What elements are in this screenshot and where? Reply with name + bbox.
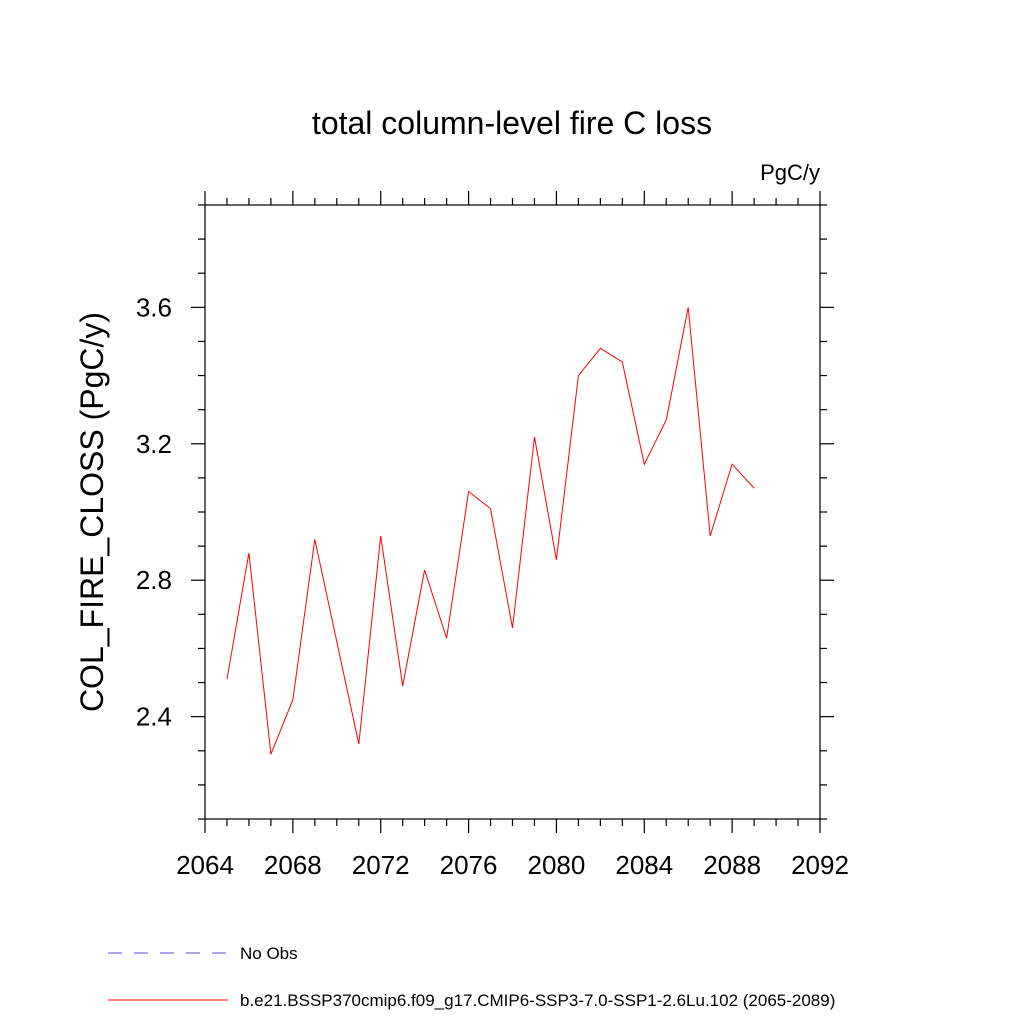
y-tick-label: 3.6 [136,292,172,322]
x-tick-label: 2080 [528,850,586,880]
y-tick-label: 3.2 [136,429,172,459]
series-group [226,307,755,755]
x-tick-label: 2088 [703,850,761,880]
x-tick-label: 2068 [264,850,322,880]
y-tick-label: 2.4 [136,702,172,732]
units-label: PgC/y [760,160,820,185]
axis-ticks [191,191,834,833]
x-tick-label: 2084 [615,850,673,880]
y-tick-labels: 2.4 2.8 3.2 3.6 [136,292,172,731]
x-tick-label: 2064 [176,850,234,880]
legend: No Obs b.e21.BSSP370cmip6.f09_g17.CMIP6-… [108,944,835,1010]
x-tick-label: 2072 [352,850,410,880]
x-tick-labels: 2064 2068 2072 2076 2080 2084 2088 2092 [176,850,849,880]
legend-label-no-obs: No Obs [240,944,298,963]
x-tick-label: 2092 [791,850,849,880]
legend-label-model: b.e21.BSSP370cmip6.f09_g17.CMIP6-SSP3-7.… [240,991,835,1010]
x-tick-label: 2076 [440,850,498,880]
series-line [226,307,755,755]
y-axis-label: COL_FIRE_CLOSS (PgC/y) [74,312,110,712]
plot-frame [204,204,821,820]
y-tick-label: 2.8 [136,565,172,595]
chart-title: total column-level fire C loss [312,105,712,141]
